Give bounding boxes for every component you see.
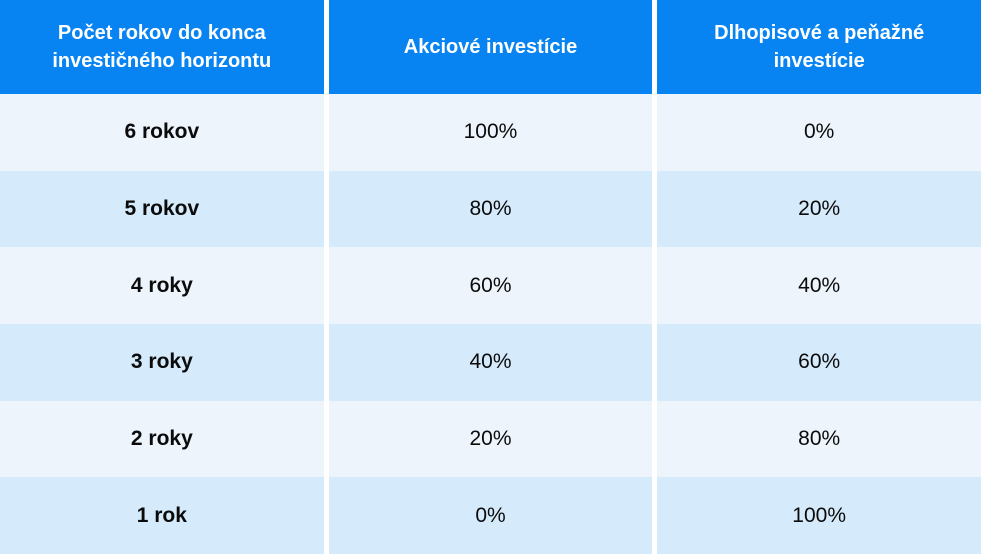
- equity-value-1-rok: 0%: [328, 477, 653, 554]
- row-label-6-rokov: 6 rokov: [0, 94, 324, 171]
- header-cell-equity: Akciové investície: [328, 0, 653, 94]
- bond-value-5-rokov: 20%: [657, 170, 981, 248]
- header-cell-horizon: Počet rokov do konca investičného horizo…: [0, 0, 324, 94]
- equity-value-2-roky: 20%: [328, 400, 653, 478]
- row-label-5-rokov: 5 rokov: [0, 170, 324, 248]
- row-label-3-roky: 3 roky: [0, 323, 324, 401]
- equity-value-4-roky: 60%: [328, 247, 653, 324]
- equity-value-5-rokov: 80%: [328, 170, 653, 248]
- bond-value-1-rok: 100%: [657, 477, 981, 554]
- bond-value-3-roky: 60%: [657, 323, 981, 401]
- row-label-2-roky: 2 roky: [0, 400, 324, 478]
- row-label-1-rok: 1 rok: [0, 477, 324, 554]
- header-cell-bond-cash: Dlhopisové a peňažné investície: [657, 0, 981, 94]
- equity-value-6-rokov: 100%: [328, 94, 653, 171]
- bond-value-2-roky: 80%: [657, 400, 981, 478]
- equity-value-3-roky: 40%: [328, 323, 653, 401]
- bond-value-4-roky: 40%: [657, 247, 981, 324]
- row-label-4-roky: 4 roky: [0, 247, 324, 324]
- bond-value-6-rokov: 0%: [657, 94, 981, 171]
